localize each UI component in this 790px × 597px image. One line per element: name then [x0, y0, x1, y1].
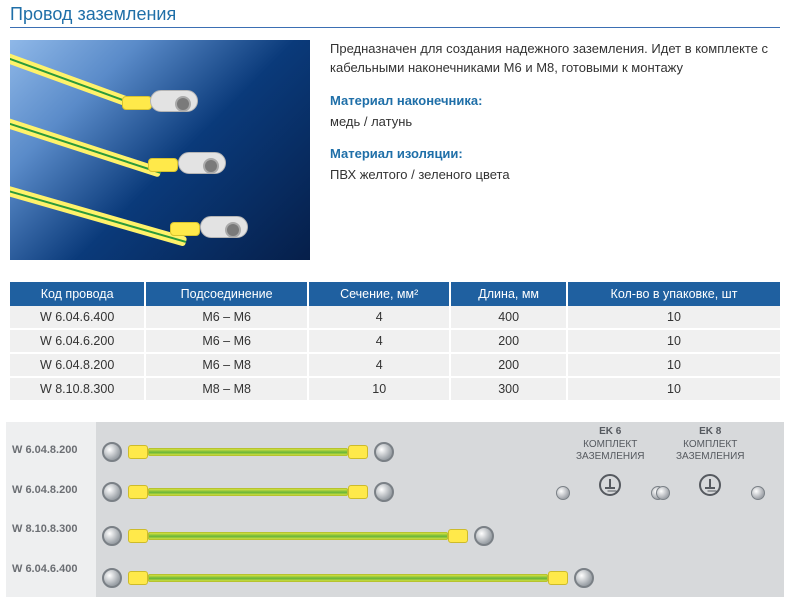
bolt-icon: [102, 526, 122, 546]
table-cell: 10: [567, 306, 780, 329]
ek-line: КОМПЛЕКТ: [576, 439, 645, 452]
ek-code: EK 8: [676, 426, 745, 439]
hero-ferrule: [122, 96, 152, 110]
panel-ferrule: [348, 485, 368, 499]
bolt-icon: [374, 482, 394, 502]
table-cell: M6 – M6: [145, 329, 308, 353]
bolt-icon: [102, 482, 122, 502]
table-header-cell: Длина, мм: [450, 282, 567, 306]
panel-wire-row: [96, 474, 400, 510]
table-cell: 10: [567, 353, 780, 377]
ground-icon: [699, 474, 721, 496]
panel-side-label: W 6.04.8.200: [12, 444, 90, 456]
table-cell: 200: [450, 329, 567, 353]
panel-ferrule: [448, 529, 468, 543]
material-insulation-label: Материал изоляции:: [330, 145, 780, 164]
table-row: W 8.10.8.300M8 – M81030010: [10, 377, 780, 401]
bolt-icon: [751, 486, 765, 500]
panel-main: EK 6КОМПЛЕКТЗАЗЕМЛЕНИЯEK 8КОМПЛЕКТЗАЗЕМЛ…: [96, 422, 784, 597]
bolt-icon: [474, 526, 494, 546]
bolt-icon: [574, 568, 594, 588]
table-cell: W 8.10.8.300: [10, 377, 145, 401]
panel-wire: [148, 574, 548, 582]
bolt-icon: [656, 486, 670, 500]
table-cell: W 6.04.6.400: [10, 306, 145, 329]
panel-wire: [148, 448, 348, 456]
material-insulation-value: ПВХ желтого / зеленого цвета: [330, 166, 780, 185]
product-image: [10, 40, 310, 260]
panel-wire-row: [96, 560, 600, 596]
hero-lug: [150, 90, 198, 112]
panel-ferrule: [128, 485, 148, 499]
panel-side-label: W 8.10.8.300: [12, 523, 90, 535]
table-body: W 6.04.6.400M6 – M6440010W 6.04.6.200M6 …: [10, 306, 780, 401]
panel-ferrule: [128, 529, 148, 543]
hero-ferrule: [148, 158, 178, 172]
description-block: Предназначен для создания надежного зазе…: [330, 40, 780, 260]
table-cell: 10: [567, 329, 780, 353]
table-header-cell: Код провода: [10, 282, 145, 306]
panel-photo: W 6.04.8.200 W 6.04.8.200 W 8.10.8.300 W 6.…: [6, 422, 784, 597]
ek-block: EK 8КОМПЛЕКТЗАЗЕМЛЕНИЯ: [676, 426, 745, 496]
bolt-icon: [102, 442, 122, 462]
bolt-icon: [374, 442, 394, 462]
hero-lug: [178, 152, 226, 174]
hero-ferrule: [170, 222, 200, 236]
panel-ferrule: [348, 445, 368, 459]
panel-side-label: W 6.04.8.200: [12, 484, 90, 496]
material-lug-value: медь / латунь: [330, 113, 780, 132]
ek-block: EK 6КОМПЛЕКТЗАЗЕМЛЕНИЯ: [576, 426, 645, 496]
table-cell: M8 – M8: [145, 377, 308, 401]
table-cell: 400: [450, 306, 567, 329]
table-cell: 4: [308, 329, 450, 353]
material-lug-label: Материал наконечника:: [330, 92, 780, 111]
table-cell: W 6.04.8.200: [10, 353, 145, 377]
table-cell: 10: [308, 377, 450, 401]
top-row: Предназначен для создания надежного зазе…: [0, 28, 790, 260]
ek-line: КОМПЛЕКТ: [676, 439, 745, 452]
bolt-icon: [102, 568, 122, 588]
ground-icon: [599, 474, 621, 496]
panel-ferrule: [128, 571, 148, 585]
table-header-row: Код проводаПодсоединениеСечение, мм²Длин…: [10, 282, 780, 306]
panel-wire-row: [96, 518, 500, 554]
ek-line: ЗАЗЕМЛЕНИЯ: [576, 451, 645, 464]
panel-side-label: W 6.04.6.400: [12, 563, 90, 575]
panel-side-labels: W 6.04.8.200 W 6.04.8.200 W 8.10.8.300 W 6.…: [6, 422, 96, 597]
table-header-cell: Подсоединение: [145, 282, 308, 306]
panel-wire-row: [96, 434, 400, 470]
hero-lug: [200, 216, 248, 238]
table-cell: 4: [308, 353, 450, 377]
spec-table: Код проводаПодсоединениеСечение, мм²Длин…: [10, 282, 780, 402]
table-cell: 200: [450, 353, 567, 377]
ek-code: EK 6: [576, 426, 645, 439]
table-cell: M6 – M6: [145, 306, 308, 329]
panel-ferrule: [548, 571, 568, 585]
table-cell: W 6.04.6.200: [10, 329, 145, 353]
table-cell: M6 – M8: [145, 353, 308, 377]
table-cell: 300: [450, 377, 567, 401]
table-cell: 4: [308, 306, 450, 329]
table-header-cell: Сечение, мм²: [308, 282, 450, 306]
table-header-cell: Кол-во в упаковке, шт: [567, 282, 780, 306]
panel-wire: [148, 488, 348, 496]
table-cell: 10: [567, 377, 780, 401]
table-row: W 6.04.8.200M6 – M8420010: [10, 353, 780, 377]
description-text: Предназначен для создания надежного зазе…: [330, 40, 780, 78]
ek-line: ЗАЗЕМЛЕНИЯ: [676, 451, 745, 464]
panel-ferrule: [128, 445, 148, 459]
table-row: W 6.04.6.200M6 – M6420010: [10, 329, 780, 353]
page-title: Провод заземления: [10, 4, 780, 28]
panel-wire: [148, 532, 448, 540]
bolt-icon: [556, 486, 570, 500]
table-row: W 6.04.6.400M6 – M6440010: [10, 306, 780, 329]
